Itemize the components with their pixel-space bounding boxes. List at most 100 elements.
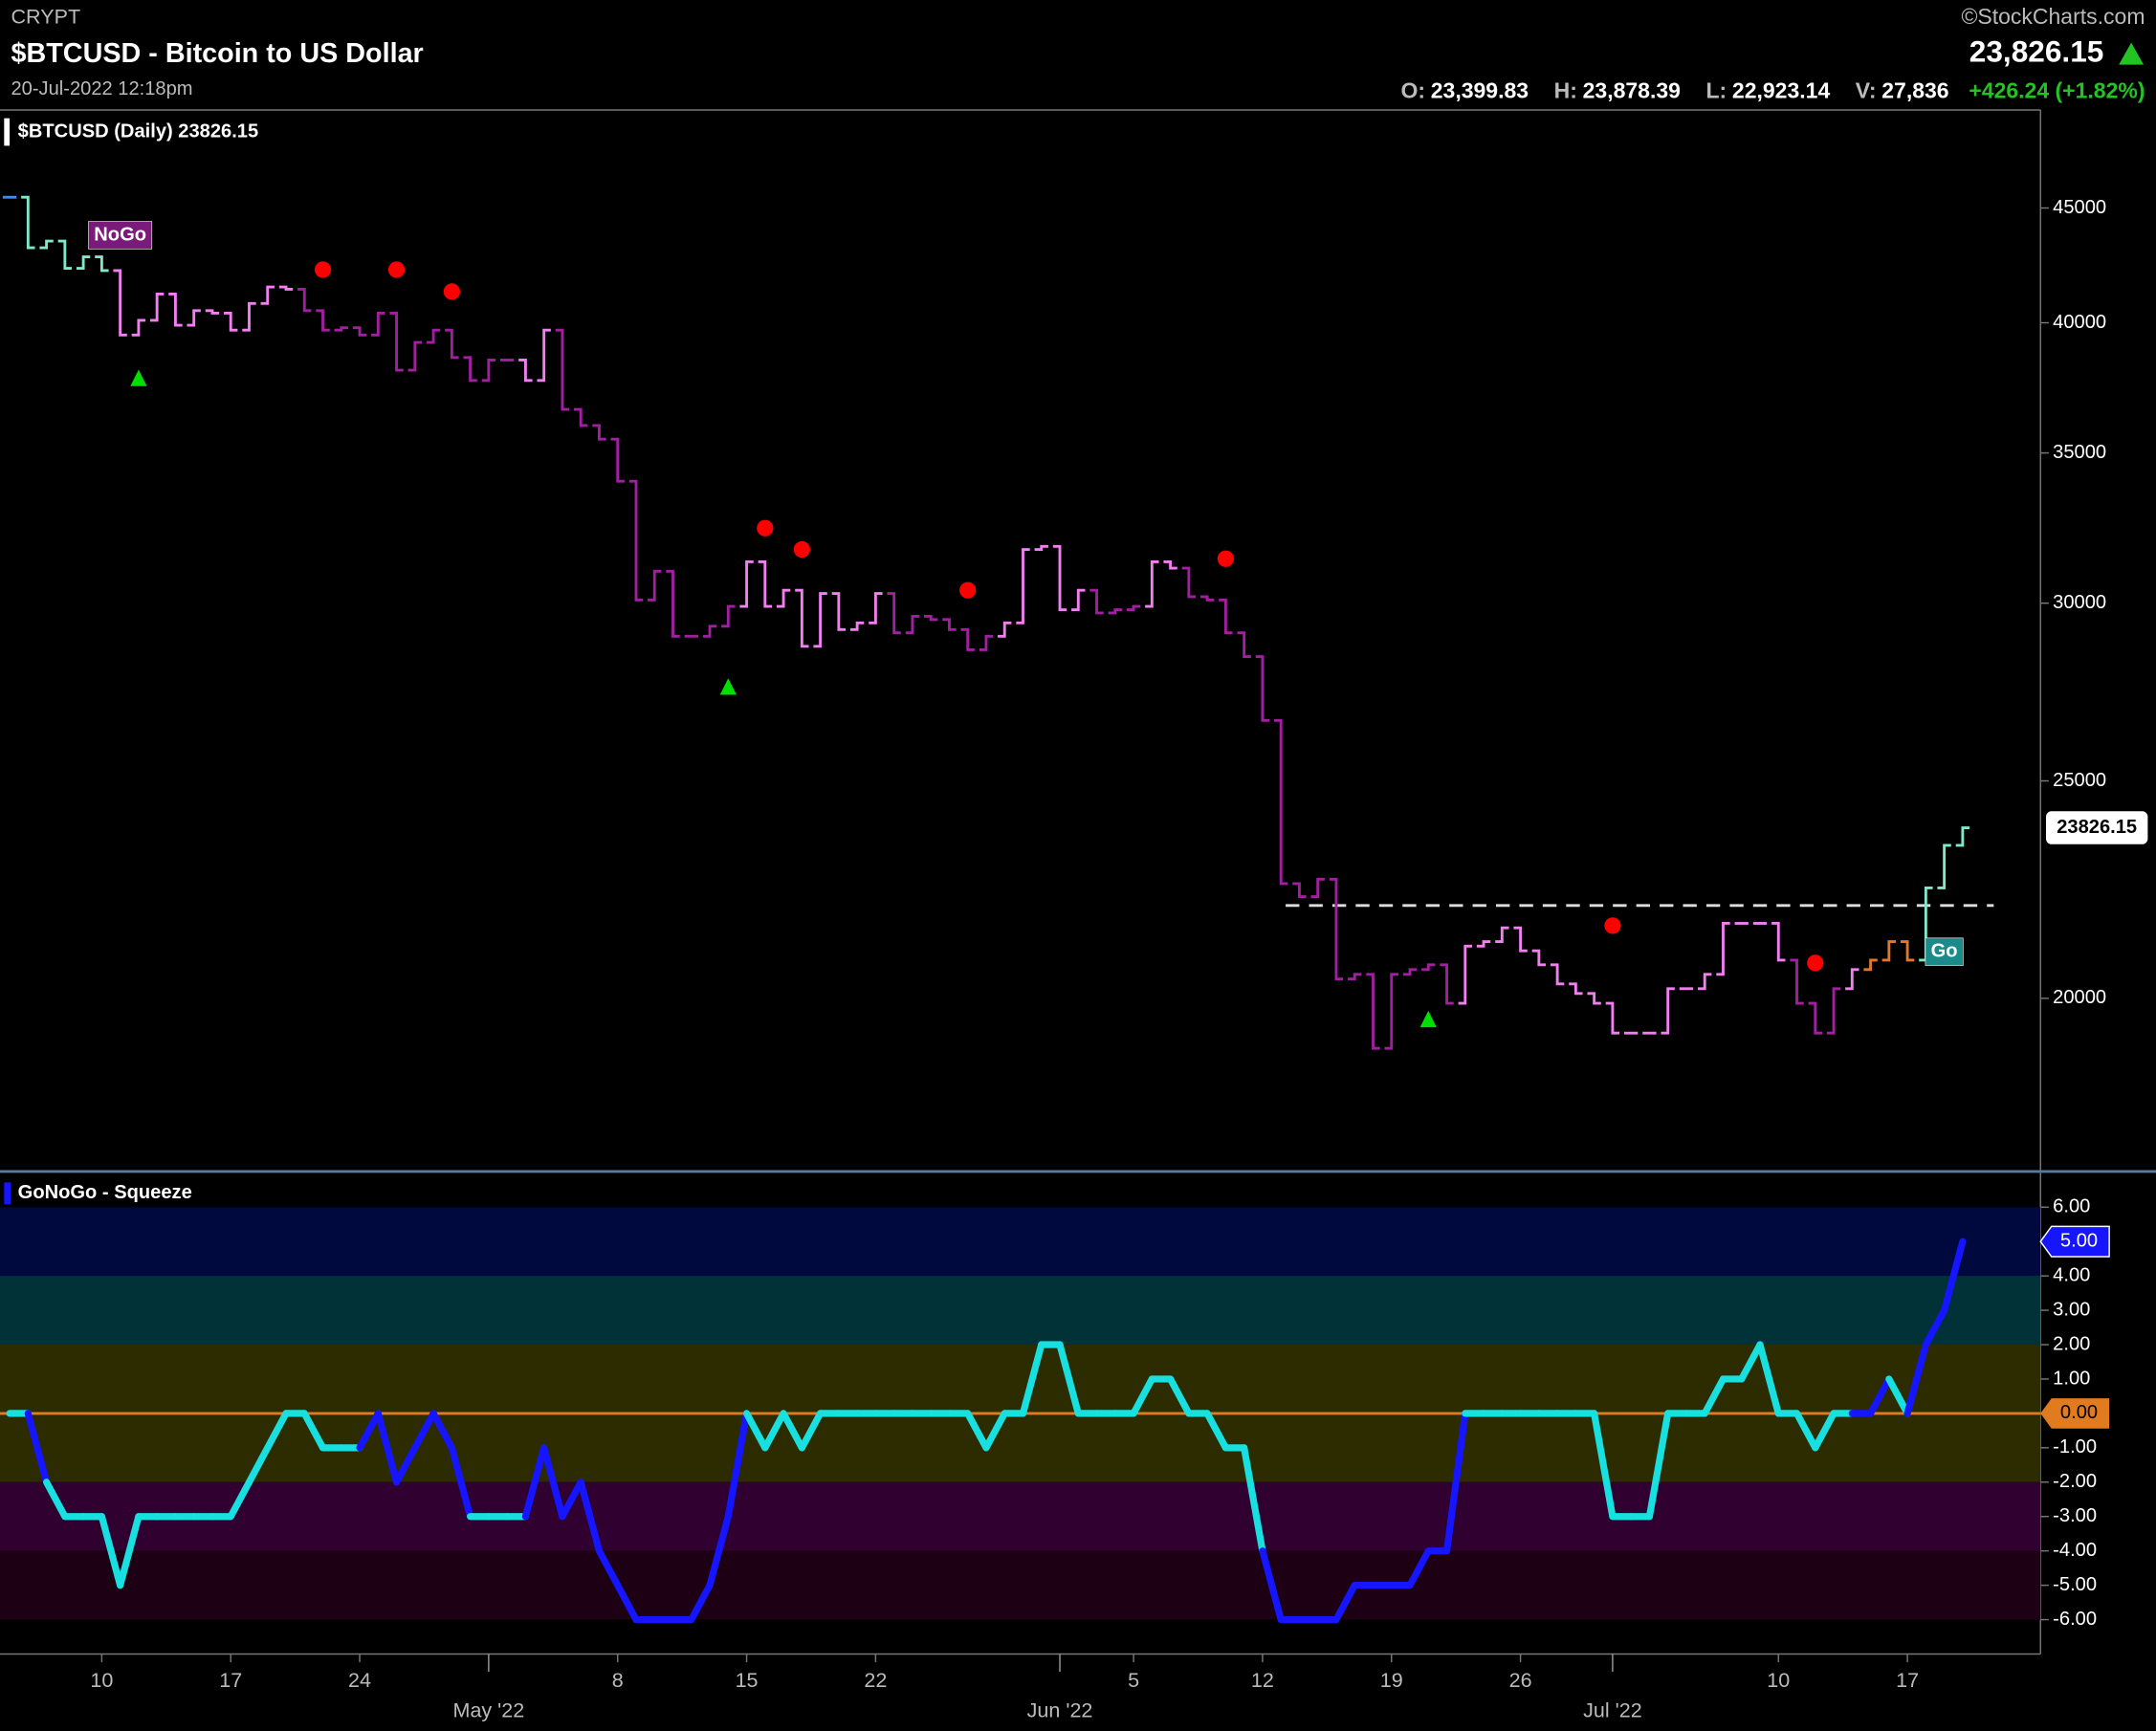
oscillator-segment — [42, 1479, 69, 1521]
price-bar — [979, 634, 994, 651]
price-bar — [1366, 973, 1380, 1050]
price-bar — [813, 592, 827, 648]
oscillator-segment — [1941, 1238, 1967, 1314]
oscillator-panel: 6.00 4.00 3.00 2.00 1.00 -1.00 -2.00 -3.00 -4.00… — [0, 1196, 2110, 1630]
band — [0, 1481, 2041, 1551]
price-bar — [518, 359, 533, 383]
price-bar — [39, 239, 54, 250]
exchange: CRYPT — [11, 4, 81, 28]
signal-dot — [793, 540, 810, 559]
y-tick-label: 40000 — [2053, 312, 2106, 333]
price-bar — [1440, 963, 1454, 1005]
price-bar — [426, 328, 441, 344]
price-bar — [1402, 968, 1418, 976]
price-bar — [352, 326, 367, 337]
oscillator-segment — [688, 1582, 714, 1624]
annotation-label: Go — [1931, 940, 1958, 961]
oscillator-segment — [1922, 1306, 1948, 1348]
price-bar — [278, 285, 294, 291]
signal-dot — [1604, 917, 1621, 934]
oscillator-segment — [300, 1410, 327, 1452]
price-bar — [1219, 598, 1233, 635]
month-label: May '22 — [452, 1698, 524, 1722]
band — [0, 1276, 2041, 1346]
price-bar — [610, 437, 625, 483]
price-bar — [316, 309, 330, 332]
price-bar — [463, 356, 477, 383]
y-tick-label: -6.00 — [2053, 1609, 2097, 1630]
last-price-tag — [2046, 811, 2148, 844]
price-bar — [168, 292, 183, 327]
zero-tag-label: 0.00 — [2060, 1402, 2098, 1423]
oscillator-segment — [1203, 1410, 1229, 1452]
y-tick-label: -1.00 — [2053, 1436, 2097, 1457]
volume-label: V: — [1856, 77, 1877, 102]
price-bar — [942, 618, 957, 631]
y-tick-label: 20000 — [2053, 987, 2106, 1008]
price-bar — [1255, 655, 1270, 722]
month-label: Jul '22 — [1583, 1698, 1642, 1722]
price-bar — [260, 285, 275, 305]
price-bar — [666, 569, 680, 638]
price-bar — [1329, 877, 1344, 981]
oscillator-segment — [411, 1410, 437, 1452]
oscillator-segment — [1019, 1341, 1045, 1417]
oscillator-segment — [1645, 1410, 1672, 1521]
x-tick-label: 12 — [1251, 1668, 1274, 1692]
price-bar — [905, 614, 920, 635]
oscillator-segment — [1406, 1547, 1432, 1589]
price-bar — [187, 309, 201, 327]
band — [0, 1550, 2041, 1620]
price-bar — [481, 359, 496, 383]
oscillator-segment — [577, 1479, 604, 1555]
price-bar — [592, 424, 606, 441]
oscillator-segment — [1756, 1341, 1782, 1417]
osc-panel-title: GoNoGo - Squeeze — [18, 1182, 192, 1203]
y-tick-label: 25000 — [2053, 770, 2106, 791]
price-bar — [1531, 949, 1547, 967]
price-bar — [224, 311, 238, 332]
oscillator-segment — [780, 1410, 805, 1452]
price-bar — [21, 195, 35, 250]
change: +426.24 (+1.82%) — [1969, 77, 2145, 102]
price-bar — [1605, 1001, 1620, 1035]
y-tick-label: 35000 — [2053, 442, 2106, 463]
oscillator-segment — [1793, 1410, 1819, 1452]
price-bar — [849, 621, 865, 631]
price-bar — [924, 614, 938, 622]
price-bar — [1421, 963, 1436, 972]
zero-tag — [2040, 1398, 2110, 1429]
oscillator-segment — [24, 1410, 51, 1486]
price-bar — [1550, 963, 1565, 986]
price-bar — [648, 569, 662, 602]
annotation-box — [1925, 937, 1964, 966]
y-tick-label: 1.00 — [2053, 1368, 2090, 1389]
annotation-label: NoGo — [94, 224, 146, 245]
up-arrow — [2119, 42, 2145, 65]
price-panel: 45000 40000 35000 30000 25000 20000 NoGo Go 2382… — [2, 195, 2148, 1050]
price-bar — [113, 269, 127, 337]
last-price: 23,826.15 — [1969, 33, 2104, 68]
oscillator-segment — [245, 1444, 272, 1486]
volume-value: 27,836 — [1881, 77, 1948, 102]
signal-dot — [1807, 954, 1824, 972]
high-value: 23,878.39 — [1583, 77, 1681, 102]
price-bar — [887, 592, 901, 635]
open-label: O: — [1400, 77, 1425, 102]
annotation-box — [88, 221, 153, 250]
x-tick-label: 17 — [1896, 1668, 1919, 1692]
oscillator-segment — [392, 1444, 419, 1486]
y-tick-label: 6.00 — [2053, 1196, 2090, 1217]
x-tick-label: 8 — [612, 1668, 624, 1692]
signal-dot — [443, 283, 460, 300]
price-bar — [1955, 826, 1970, 847]
x-tick-label: 19 — [1380, 1668, 1403, 1692]
price-bar — [389, 311, 404, 372]
price-bar — [960, 627, 975, 651]
oscillator-segment — [964, 1410, 990, 1452]
last-value-label: 5.00 — [2060, 1231, 2098, 1252]
oscillator-segment — [614, 1582, 640, 1624]
price-bar — [1661, 987, 1675, 1035]
x-tick-label: 15 — [736, 1668, 759, 1692]
price-bar — [1181, 566, 1197, 599]
